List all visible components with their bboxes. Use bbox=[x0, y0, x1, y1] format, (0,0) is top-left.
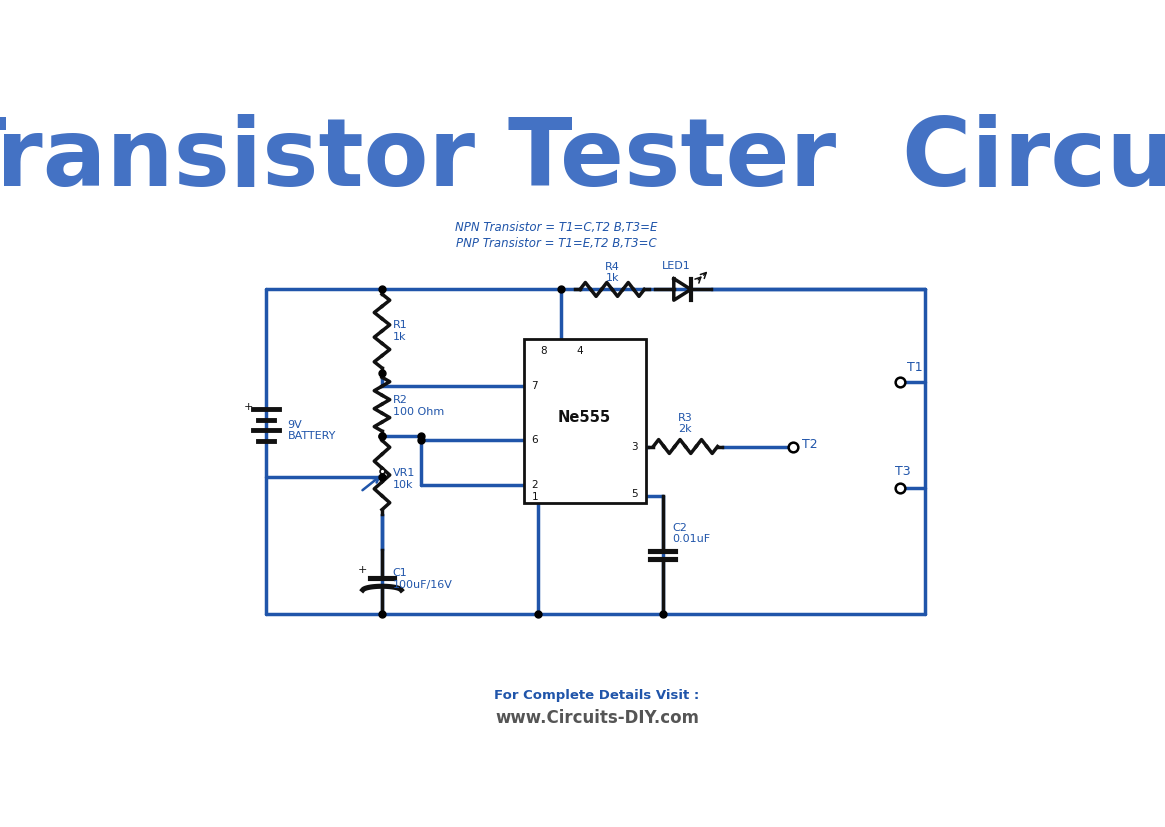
Text: VR1
10k: VR1 10k bbox=[393, 468, 415, 490]
Text: 4: 4 bbox=[577, 347, 582, 356]
Text: Transistor Tester  Circuit: Transistor Tester Circuit bbox=[0, 114, 1165, 206]
Text: R2
100 Ohm: R2 100 Ohm bbox=[393, 395, 444, 417]
Text: 9V
BATTERY: 9V BATTERY bbox=[288, 419, 336, 441]
Text: 5: 5 bbox=[631, 490, 637, 500]
Text: NPN Transistor = T1=C,T2 B,T3=E: NPN Transistor = T1=C,T2 B,T3=E bbox=[456, 222, 657, 234]
Text: +: + bbox=[358, 565, 367, 575]
Text: For Complete Details Visit :: For Complete Details Visit : bbox=[494, 690, 700, 702]
Text: 7: 7 bbox=[531, 380, 538, 390]
Text: www.Circuits-DIY.com: www.Circuits-DIY.com bbox=[495, 709, 699, 727]
Text: R1
1k: R1 1k bbox=[393, 320, 408, 342]
Text: R3
2k: R3 2k bbox=[678, 413, 693, 434]
Text: T2: T2 bbox=[802, 438, 818, 452]
Text: 3: 3 bbox=[631, 442, 637, 452]
Text: T1: T1 bbox=[908, 361, 923, 375]
Text: C1
100uF/16V: C1 100uF/16V bbox=[393, 568, 453, 590]
Text: 1: 1 bbox=[531, 492, 538, 502]
Text: Ne555: Ne555 bbox=[558, 410, 612, 425]
Text: C2
0.01uF: C2 0.01uF bbox=[672, 523, 711, 544]
Text: T3: T3 bbox=[895, 465, 911, 478]
Text: R4
1k: R4 1k bbox=[605, 261, 620, 284]
Text: 8: 8 bbox=[539, 347, 546, 356]
Bar bbox=[524, 339, 645, 504]
Text: 6: 6 bbox=[531, 435, 538, 446]
Text: 2: 2 bbox=[531, 480, 538, 490]
Text: LED1: LED1 bbox=[662, 261, 690, 271]
Text: +: + bbox=[243, 402, 253, 412]
Text: PNP Transistor = T1=E,T2 B,T3=C: PNP Transistor = T1=E,T2 B,T3=C bbox=[456, 237, 657, 250]
